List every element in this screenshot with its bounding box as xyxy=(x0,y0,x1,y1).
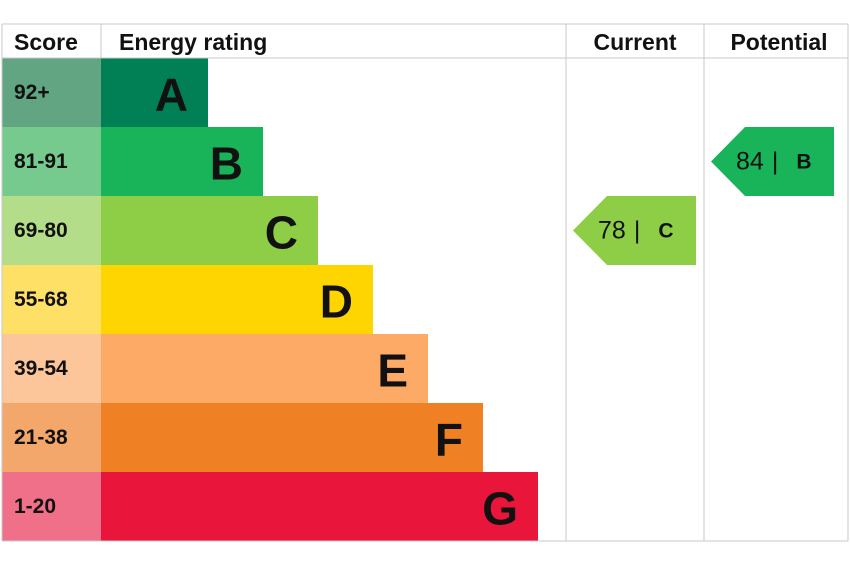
score-cell xyxy=(2,127,101,196)
rating-letter: D xyxy=(320,276,353,328)
score-cell xyxy=(2,472,101,541)
score-cell xyxy=(2,403,101,472)
score-label: 81-91 xyxy=(14,150,68,173)
current-arrow xyxy=(573,196,696,265)
potential-label: 84 | B xyxy=(736,148,811,176)
rating-bar xyxy=(101,196,318,265)
potential-separator: | xyxy=(772,148,779,176)
rating-bar xyxy=(101,265,373,334)
header-energy-rating: Energy rating xyxy=(119,29,267,55)
score-label: 1-20 xyxy=(14,495,56,518)
score-cell xyxy=(2,196,101,265)
potential-rating: B xyxy=(796,150,811,173)
score-cell xyxy=(2,58,101,127)
potential-arrow xyxy=(711,127,834,196)
current-rating: C xyxy=(658,219,673,242)
rating-bar xyxy=(101,334,428,403)
rating-letter: E xyxy=(377,345,408,397)
current-separator: | xyxy=(634,217,641,245)
current-score: 78 xyxy=(598,217,626,245)
score-label: 55-68 xyxy=(14,288,68,311)
score-label: 21-38 xyxy=(14,426,68,449)
rating-letter: G xyxy=(482,483,518,535)
rating-bar xyxy=(101,472,538,541)
rating-bar xyxy=(101,127,263,196)
rating-letter: B xyxy=(210,138,243,190)
rating-letter: A xyxy=(155,69,188,121)
rating-bar xyxy=(101,403,483,472)
current-label: 78 | C xyxy=(598,217,673,245)
header-current: Current xyxy=(593,29,676,55)
header-potential: Potential xyxy=(730,29,827,55)
score-cell xyxy=(2,334,101,403)
score-label: 92+ xyxy=(14,81,50,104)
score-label: 39-54 xyxy=(14,357,68,380)
rating-letter: C xyxy=(265,207,298,259)
header-score: Score xyxy=(14,29,78,55)
score-cell xyxy=(2,265,101,334)
potential-score: 84 xyxy=(736,148,764,176)
rating-letter: F xyxy=(435,414,463,466)
score-label: 69-80 xyxy=(14,219,68,242)
rating-bar xyxy=(101,58,208,127)
